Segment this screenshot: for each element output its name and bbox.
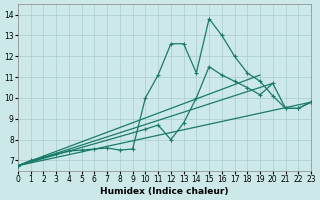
X-axis label: Humidex (Indice chaleur): Humidex (Indice chaleur) [100,187,229,196]
